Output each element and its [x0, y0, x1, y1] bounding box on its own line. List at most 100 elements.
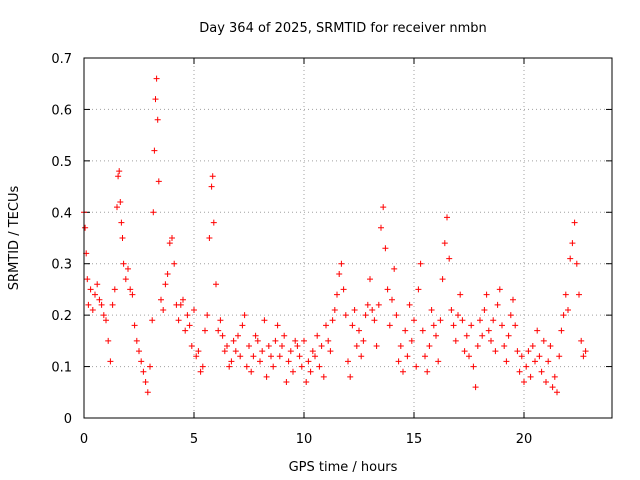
data-point	[206, 235, 213, 241]
data-point	[182, 327, 189, 334]
data-point	[406, 301, 413, 308]
data-point	[549, 384, 556, 391]
data-point	[235, 332, 241, 339]
data-point	[578, 337, 585, 344]
data-point	[532, 358, 538, 365]
data-point	[386, 322, 393, 329]
data-point	[224, 343, 230, 349]
data-point	[569, 240, 576, 247]
data-point	[232, 348, 239, 355]
data-point	[259, 348, 266, 355]
data-point	[276, 353, 283, 360]
data-point	[510, 296, 516, 303]
data-point	[263, 373, 270, 380]
data-point	[338, 260, 345, 267]
data-point	[226, 363, 233, 370]
data-point	[562, 291, 569, 298]
data-point	[217, 317, 224, 324]
data-point	[197, 368, 204, 375]
data-point	[340, 286, 347, 293]
data-point	[422, 353, 428, 360]
data-point	[507, 312, 514, 319]
data-point	[503, 358, 510, 365]
data-point	[191, 307, 197, 313]
data-point	[485, 327, 492, 334]
x-tick-label: 0	[80, 432, 88, 447]
data-point	[576, 291, 582, 298]
data-point	[243, 363, 250, 370]
data-point	[320, 373, 327, 380]
data-point	[419, 327, 426, 334]
data-point	[351, 307, 358, 313]
data-point	[547, 343, 554, 349]
data-point	[118, 219, 125, 226]
data-point	[474, 343, 481, 349]
data-point	[441, 240, 448, 247]
chart-title: Day 364 of 2025, SRMTID for receiver nmb…	[199, 21, 487, 36]
x-axis-label: GPS time / hours	[289, 460, 398, 475]
data-point	[316, 363, 323, 370]
data-point	[413, 363, 420, 370]
data-point	[384, 286, 391, 293]
data-point	[175, 317, 182, 324]
y-tick-label: 0.1	[51, 361, 72, 376]
data-point	[119, 235, 126, 241]
data-point	[166, 240, 173, 247]
data-point	[164, 271, 171, 277]
data-point	[127, 286, 134, 293]
data-point	[397, 343, 404, 349]
data-point	[105, 337, 112, 344]
data-point	[180, 296, 186, 303]
data-point	[551, 373, 558, 380]
data-point	[307, 368, 314, 375]
data-point	[501, 343, 508, 349]
data-point	[213, 281, 219, 288]
data-point	[287, 348, 294, 355]
data-point	[514, 348, 521, 355]
data-point	[582, 348, 589, 355]
data-point	[512, 322, 519, 329]
data-point	[84, 276, 91, 283]
data-point	[325, 337, 332, 344]
data-point	[298, 363, 305, 370]
data-point	[444, 214, 450, 221]
data-point	[248, 368, 255, 375]
data-point	[261, 317, 268, 324]
data-point	[457, 291, 464, 298]
data-point	[437, 317, 444, 324]
data-point	[125, 265, 131, 272]
y-tick-label: 0.2	[51, 309, 72, 324]
y-tick-label: 0.5	[51, 155, 72, 170]
data-point	[336, 271, 343, 277]
data-point	[323, 322, 329, 329]
data-point	[268, 353, 274, 360]
data-point	[360, 337, 367, 344]
data-point	[246, 343, 252, 349]
data-point	[138, 358, 145, 365]
y-tick-label: 0.4	[51, 206, 72, 221]
x-tick-label: 5	[190, 432, 198, 447]
data-point	[209, 173, 216, 180]
data-point	[230, 337, 237, 344]
data-point	[312, 353, 318, 360]
data-point	[142, 379, 149, 385]
data-point	[285, 358, 292, 365]
data-point	[494, 301, 501, 308]
data-point	[309, 348, 316, 355]
data-point	[404, 353, 411, 360]
data-point	[318, 343, 325, 349]
data-point	[459, 317, 466, 324]
data-point	[103, 317, 109, 324]
data-point	[446, 255, 453, 262]
data-point	[580, 353, 587, 360]
data-point	[527, 373, 534, 380]
data-point	[490, 317, 497, 324]
data-point	[283, 379, 290, 385]
data-point	[417, 260, 424, 267]
data-point	[115, 173, 122, 180]
data-point	[305, 358, 312, 365]
y-tick-label: 0.3	[51, 258, 72, 273]
data-point	[279, 343, 285, 349]
data-point	[499, 322, 505, 329]
data-point	[92, 291, 98, 298]
